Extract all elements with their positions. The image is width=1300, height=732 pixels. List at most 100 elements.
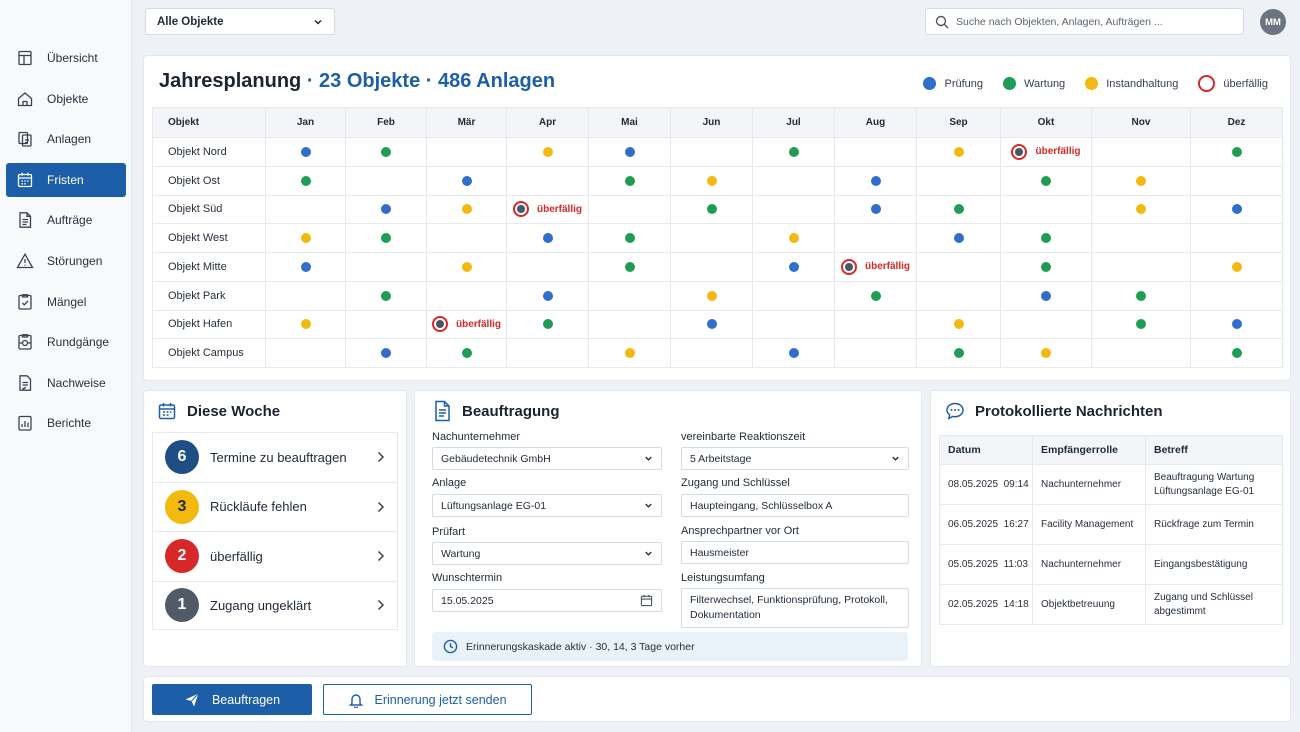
planning-cell[interactable] — [345, 137, 427, 167]
planning-cell[interactable] — [588, 137, 671, 167]
planning-cell[interactable] — [916, 165, 1001, 196]
instandhaltung-dot-icon[interactable] — [1041, 348, 1051, 359]
wartung-dot-icon[interactable] — [624, 233, 635, 244]
planning-cell[interactable] — [1091, 338, 1191, 368]
planning-cell[interactable] — [1000, 194, 1092, 225]
instandhaltung-dot-icon[interactable] — [953, 146, 964, 157]
object-name[interactable]: Objekt Hafen — [152, 309, 266, 340]
planning-cell[interactable] — [588, 252, 671, 282]
pruefung-dot-icon[interactable] — [300, 261, 311, 272]
planning-cell[interactable] — [345, 280, 427, 311]
pruefung-dot-icon[interactable] — [381, 204, 391, 215]
planning-cell[interactable] — [1000, 280, 1092, 311]
planning-cell[interactable] — [834, 137, 917, 167]
pruefung-dot-icon[interactable] — [788, 261, 799, 272]
planning-cell[interactable] — [752, 252, 835, 282]
planning-cell[interactable] — [752, 309, 835, 340]
planning-cell[interactable] — [1091, 309, 1191, 340]
planning-cell[interactable] — [1091, 194, 1191, 225]
planning-cell[interactable] — [345, 194, 427, 225]
planning-cell[interactable] — [916, 223, 1001, 253]
instandhaltung-dot-icon[interactable] — [788, 233, 799, 244]
sidebar-item-mängel[interactable]: Mängel — [6, 285, 126, 319]
object-name[interactable]: Objekt Süd — [152, 194, 266, 225]
sidebar-item-nachweise[interactable]: Nachweise — [6, 366, 126, 400]
week-list-item[interactable]: 2 überfällig — [152, 531, 398, 581]
wartung-dot-icon[interactable] — [706, 204, 717, 215]
instandhaltung-dot-icon[interactable] — [300, 233, 311, 244]
wartung-dot-icon[interactable] — [1041, 261, 1051, 272]
sidebar-item-übersicht[interactable]: Übersicht — [6, 41, 126, 75]
object-name[interactable]: Objekt West — [152, 223, 266, 253]
instandhaltung-dot-icon[interactable] — [706, 290, 717, 301]
planning-cell[interactable] — [1000, 252, 1092, 282]
instandhaltung-dot-icon[interactable] — [461, 261, 472, 272]
wartung-dot-icon[interactable] — [300, 175, 311, 186]
instandhaltung-dot-icon[interactable] — [1231, 261, 1242, 272]
table-row[interactable]: 02.05.2025 14:18 Objektbetreuung Zugang un… — [939, 584, 1283, 625]
sidebar-item-störungen[interactable]: Störungen — [6, 244, 126, 278]
planning-cell[interactable] — [265, 137, 346, 167]
planning-cell[interactable] — [1000, 309, 1092, 340]
sidebar-item-rundgänge[interactable]: Rundgänge — [6, 325, 126, 359]
planning-cell[interactable] — [265, 309, 346, 340]
planning-cell[interactable] — [588, 165, 671, 196]
wartung-dot-icon[interactable] — [953, 204, 964, 215]
planning-cell[interactable] — [588, 194, 671, 225]
object-name[interactable]: Objekt Mitte — [152, 252, 266, 282]
pruefung-dot-icon[interactable] — [870, 204, 881, 215]
planning-cell[interactable] — [670, 137, 753, 167]
zugang-input[interactable]: Haupteingang, Schlüsselbox A — [681, 494, 909, 517]
overdue-marker[interactable]: überfällig — [431, 316, 501, 333]
wartung-dot-icon[interactable] — [381, 290, 391, 301]
pruefung-dot-icon[interactable] — [788, 348, 799, 359]
planning-cell[interactable] — [916, 280, 1001, 311]
planning-cell[interactable] — [426, 137, 507, 167]
overdue-marker[interactable]: überfällig — [1011, 143, 1081, 160]
wartung-dot-icon[interactable] — [870, 290, 881, 301]
table-row[interactable]: 05.05.2025 11:03 Nachunternehmer Eingangsb… — [939, 544, 1283, 585]
wartung-dot-icon[interactable] — [1136, 290, 1146, 301]
column-header-role[interactable]: Empfängerrolle — [1032, 435, 1146, 465]
sidebar-item-fristen[interactable]: Fristen — [6, 162, 126, 197]
overdue-marker[interactable]: überfällig — [512, 201, 582, 218]
planning-cell[interactable] — [426, 223, 507, 253]
planning-cell[interactable] — [588, 338, 671, 368]
planning-cell[interactable] — [426, 165, 507, 196]
planning-cell[interactable] — [1190, 137, 1283, 167]
planning-cell[interactable] — [670, 309, 753, 340]
wartung-dot-icon[interactable] — [624, 261, 635, 272]
wartung-dot-icon[interactable] — [1231, 348, 1242, 359]
pruefart-select[interactable]: Wartung — [432, 542, 662, 565]
planning-cell[interactable] — [1000, 223, 1092, 253]
planning-cell[interactable]: überfällig — [1000, 137, 1092, 167]
object-name[interactable]: Objekt Nord — [152, 137, 266, 167]
planning-cell[interactable] — [752, 280, 835, 311]
planning-cell[interactable] — [1000, 338, 1092, 368]
wartung-dot-icon[interactable] — [624, 175, 635, 186]
planning-cell[interactable] — [345, 223, 427, 253]
planning-cell[interactable] — [506, 165, 589, 196]
planning-cell[interactable] — [265, 338, 346, 368]
planning-cell[interactable] — [506, 338, 589, 368]
sidebar-item-anlagen[interactable]: Anlagen — [6, 122, 126, 156]
planning-cell[interactable] — [1091, 252, 1191, 282]
instandhaltung-dot-icon[interactable] — [953, 319, 964, 330]
planning-cell[interactable] — [916, 137, 1001, 167]
planning-cell[interactable] — [506, 252, 589, 282]
instandhaltung-dot-icon[interactable] — [706, 175, 717, 186]
pruefung-dot-icon[interactable] — [300, 146, 311, 157]
planning-cell[interactable] — [916, 252, 1001, 282]
instandhaltung-dot-icon[interactable] — [1136, 175, 1146, 186]
planning-cell[interactable] — [426, 338, 507, 368]
search-input[interactable]: Suche nach Objekten, Anlagen, Aufträgen … — [925, 8, 1244, 35]
planning-cell[interactable] — [588, 309, 671, 340]
planning-cell[interactable] — [345, 165, 427, 196]
pruefung-dot-icon[interactable] — [1041, 290, 1051, 301]
wartung-dot-icon[interactable] — [381, 146, 391, 157]
planning-cell[interactable] — [345, 309, 427, 340]
planning-cell[interactable] — [752, 165, 835, 196]
column-header-date[interactable]: Datum — [939, 435, 1033, 465]
calendar-icon[interactable] — [640, 594, 653, 607]
pruefung-dot-icon[interactable] — [542, 233, 553, 244]
